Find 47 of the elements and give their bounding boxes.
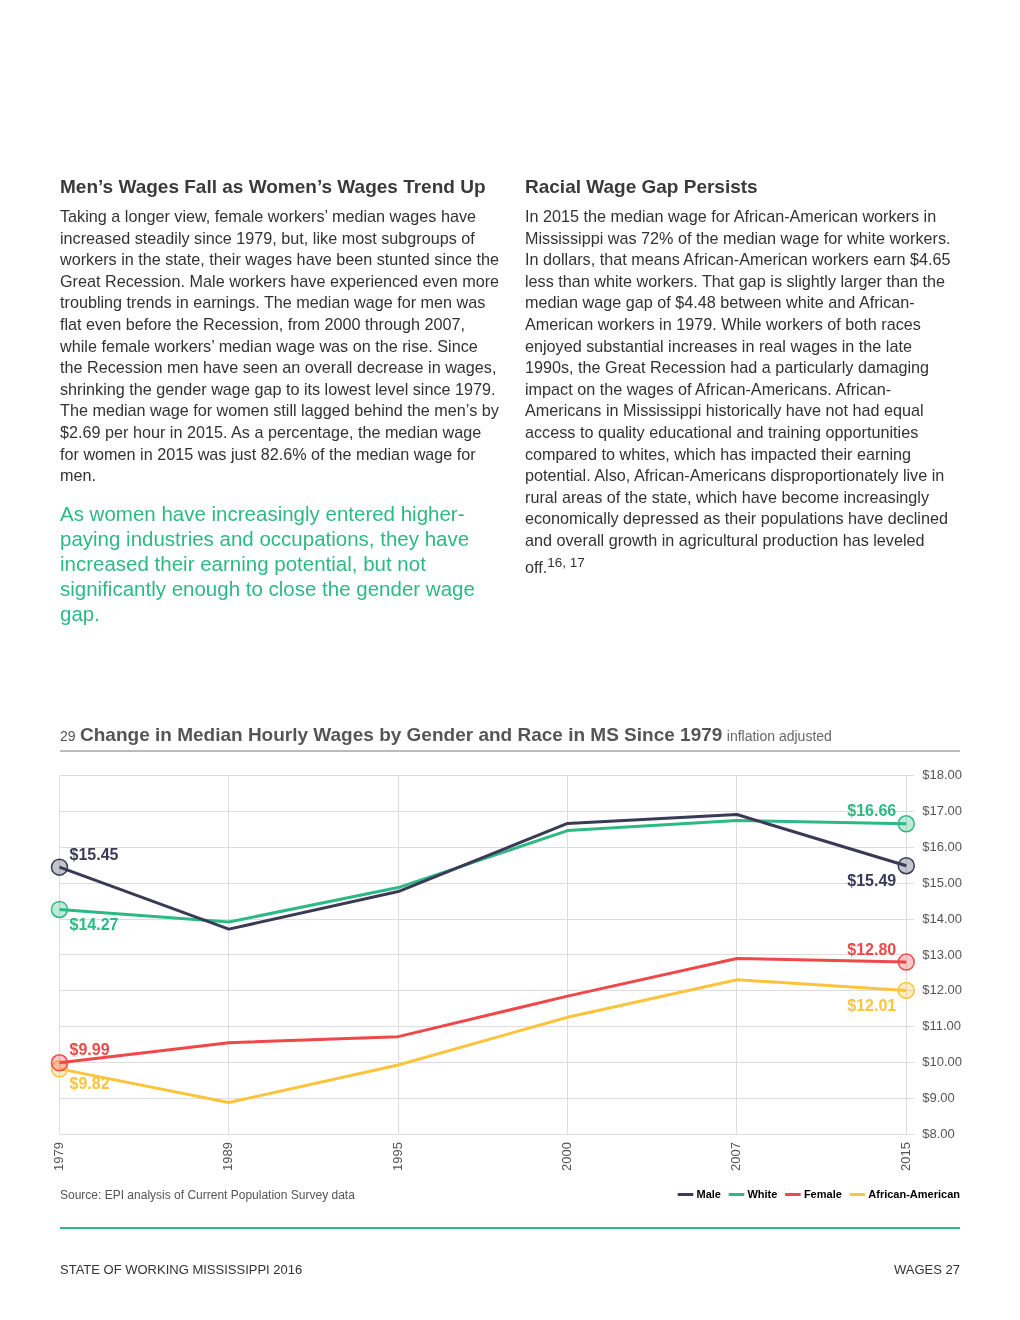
- chart-subtitle: inflation adjusted: [726, 728, 832, 744]
- y-tick-label: $18.00: [922, 767, 962, 783]
- y-tick-label: $13.00: [922, 946, 962, 962]
- y-tick-label: $16.00: [922, 839, 962, 855]
- text: Taking a longer view, female workers’ median wages have increased steadily since 1979, but, like most subgroups of workers in the state, their wages have been stunted since the Great Recession. Male workers have experienced even more troubling trends in earnings. The median wage for men was flat even before the Recession, from 2000 through 2007, while female workers’ median wage was on the rise. Since the Recession men have seen an overall decrease in wages, shrinking the gender wage gap to its lowest level since 1979. The median wage for women still lagged behind the men’s by $2.69 per hour in 2015. As a percentage, the median wage for women in 2015 was just 82.6% of the median wage for men.: [60, 207, 500, 485]
- text: In 2015 the median wage for African-American workers in Mississippi was 72% of the median wage for white workers. In dollars, that means African-American workers earn $4.65 less than white workers. That gap is slightly larger than the median wage gap of $4.48 between white and African-American workers in 1979. While workers of both races enjoyed substantial increases in real wages in the late 1990s, the Great Recession had a particularly damaging impact on the wages of African-Americans. African-Americans in Mississippi historically have not had equal access to quality educational and training opportunities compared to whites, which has impacted their earning potential. Also, African-Americans disproportionately live in rural areas of the state, which have become increasingly economically depressed as their populations have declined and overall growth in agricultural production has leveled off.$^{16, 17}$: [525, 207, 951, 576]
- legend-label: White: [747, 1187, 778, 1200]
- y-tick-label: $8.00: [922, 1125, 955, 1141]
- x-tick-label: 1979: [51, 1142, 67, 1171]
- text: Racial Wage Gap Persists: [525, 176, 759, 198]
- text: Men’s Wages Fall as Women’s Wages Trend Up: [60, 176, 487, 198]
- legend-label: Female: [803, 1187, 842, 1200]
- y-tick-label: $17.00: [922, 803, 962, 819]
- y-tick-label: $9.00: [922, 1089, 955, 1105]
- x-tick-label: 1989: [220, 1142, 236, 1171]
- y-tick-label: $11.00: [922, 1018, 962, 1034]
- point: [50, 900, 69, 919]
- x-tick-label: 2007: [728, 1142, 744, 1171]
- text: STATE OF WORKING MISSISSIPPI 2016: [60, 1262, 303, 1277]
- point: [897, 953, 915, 971]
- point: [50, 1054, 69, 1072]
- point: [897, 815, 915, 833]
- text: WAGES 27: [894, 1262, 960, 1277]
- data-label: $16.66: [847, 802, 897, 820]
- text: 29: [60, 728, 76, 744]
- y-tick-label: $12.00: [922, 982, 962, 998]
- point: [897, 856, 915, 875]
- x-tick-label: 1995: [389, 1142, 405, 1171]
- legend-label: Male: [696, 1187, 721, 1200]
- source-note: Source: EPI analysis of Current Population Survey data: [60, 1188, 355, 1202]
- y-tick-label: $14.00: [922, 910, 962, 926]
- data-label: $15.45: [69, 845, 119, 863]
- y-tick-label: $15.00: [922, 874, 962, 890]
- point: [50, 858, 69, 876]
- text: As women have increasingly entered higher-paying industries and occupations, they have increased their earning potential, but not significantly enough to close the gender wage gap.: [60, 500, 476, 626]
- x-tick-label: 2000: [559, 1142, 575, 1171]
- data-label: $9.99: [69, 1041, 110, 1059]
- x-tick-label: 2015: [897, 1142, 913, 1171]
- data-label: $9.82: [69, 1075, 110, 1093]
- data-label: $12.01: [847, 996, 897, 1014]
- point: [897, 981, 915, 1000]
- chart-title: Change in Median Hourly Wages by Gender and Race in MS Since 1979: [80, 724, 723, 745]
- data-label: $12.80: [847, 940, 897, 958]
- legend-label: African-American: [868, 1187, 961, 1200]
- y-tick-label: $10.00: [922, 1054, 962, 1069]
- data-label: $14.27: [69, 915, 119, 933]
- data-label: $15.49: [847, 872, 897, 890]
